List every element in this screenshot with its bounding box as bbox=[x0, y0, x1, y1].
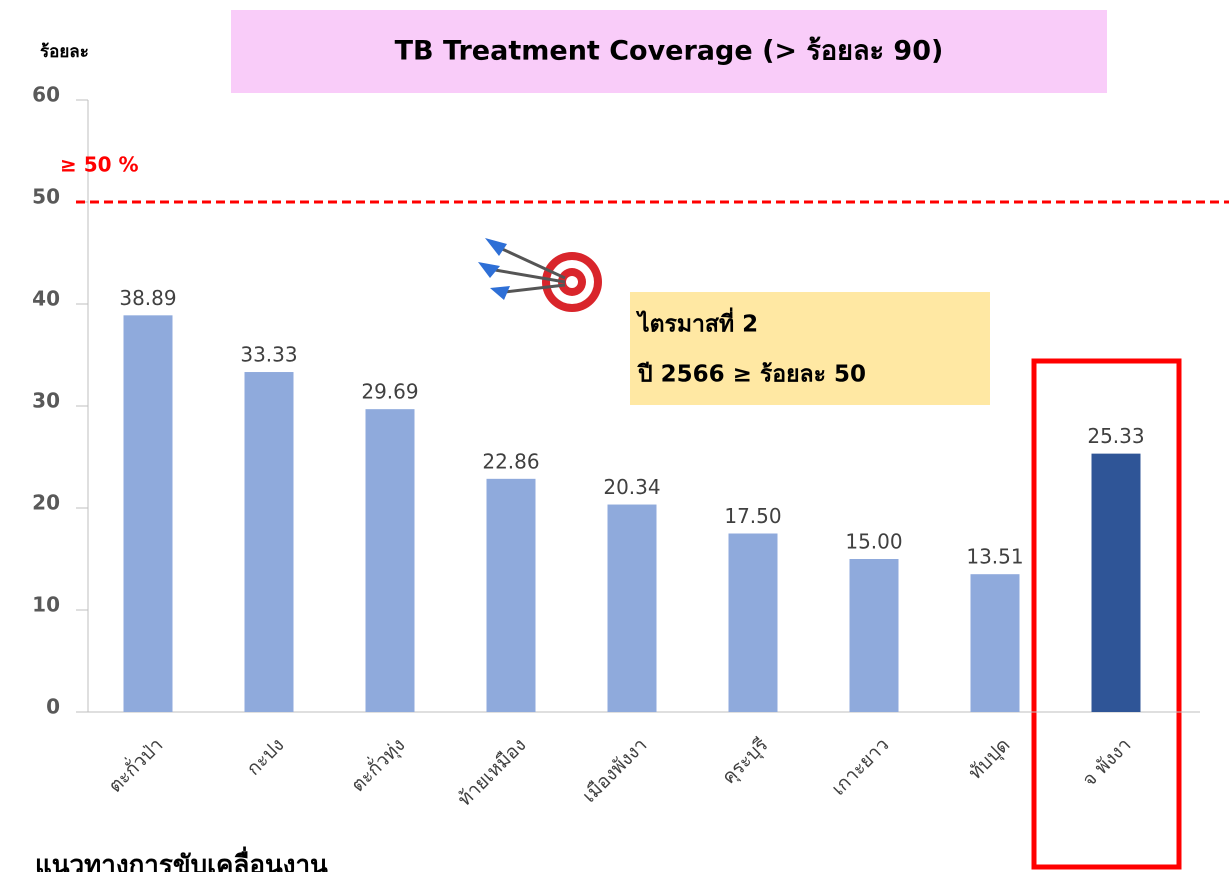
x-tick-label: เมืองพังงา bbox=[578, 734, 651, 807]
annotation-box bbox=[630, 292, 990, 405]
bar bbox=[487, 479, 536, 712]
value-label: 33.33 bbox=[240, 343, 297, 367]
bar bbox=[608, 505, 657, 712]
x-tick-label: กะปง bbox=[242, 734, 288, 780]
bar bbox=[366, 409, 415, 712]
y-axis-label: ร้อยละ bbox=[40, 42, 89, 62]
x-tick-label: ตะกั่วป่า bbox=[102, 732, 167, 797]
x-tick-label: เกาะยาว bbox=[827, 734, 893, 800]
footer-text: แนวทางการขับเคลื่อนงาน bbox=[35, 846, 328, 872]
dart-icon bbox=[478, 238, 602, 312]
x-tick-label: ทับปุด bbox=[964, 734, 1015, 785]
value-label: 13.51 bbox=[966, 545, 1023, 569]
bar bbox=[1092, 454, 1141, 712]
value-label: 15.00 bbox=[845, 530, 902, 554]
bar bbox=[729, 534, 778, 713]
y-tick-label: 0 bbox=[46, 695, 60, 719]
value-label: 25.33 bbox=[1087, 424, 1144, 448]
y-tick-label: 20 bbox=[32, 491, 60, 515]
annotation-line: ไตรมาสที่ 2 bbox=[635, 307, 758, 338]
x-tick-label: ท้ายเหมือง bbox=[454, 734, 531, 811]
bar bbox=[971, 574, 1020, 712]
y-tick-label: 60 bbox=[32, 83, 60, 107]
value-label: 20.34 bbox=[603, 475, 660, 499]
annotation-line: ปี 2566 ≥ ร้อยละ 50 bbox=[636, 362, 866, 388]
x-tick-label: จ พังงา bbox=[1078, 734, 1135, 791]
bar bbox=[850, 559, 899, 712]
chart-title: TB Treatment Coverage (> ร้อยละ 90) bbox=[395, 36, 944, 67]
value-label: 17.50 bbox=[724, 504, 781, 528]
value-label: 29.69 bbox=[361, 380, 418, 404]
y-tick-label: 40 bbox=[32, 287, 60, 311]
target-label: ≥ 50 % bbox=[60, 153, 139, 177]
x-tick-label: ตะกั่วทุ่ง bbox=[345, 732, 410, 797]
y-tick-label: 10 bbox=[32, 593, 60, 617]
value-label: 38.89 bbox=[119, 286, 176, 310]
bar bbox=[245, 372, 294, 712]
bar bbox=[124, 315, 173, 712]
y-tick-label: 50 bbox=[32, 185, 60, 209]
page: {"chart_data": { "type": "bar", "title":… bbox=[0, 0, 1229, 872]
value-label: 22.86 bbox=[482, 449, 539, 473]
y-tick-label: 30 bbox=[32, 389, 60, 413]
chart: TB Treatment Coverage (> ร้อยละ 90) ร้อย… bbox=[0, 0, 1229, 872]
x-tick-label: คุระบุรี bbox=[718, 734, 773, 789]
